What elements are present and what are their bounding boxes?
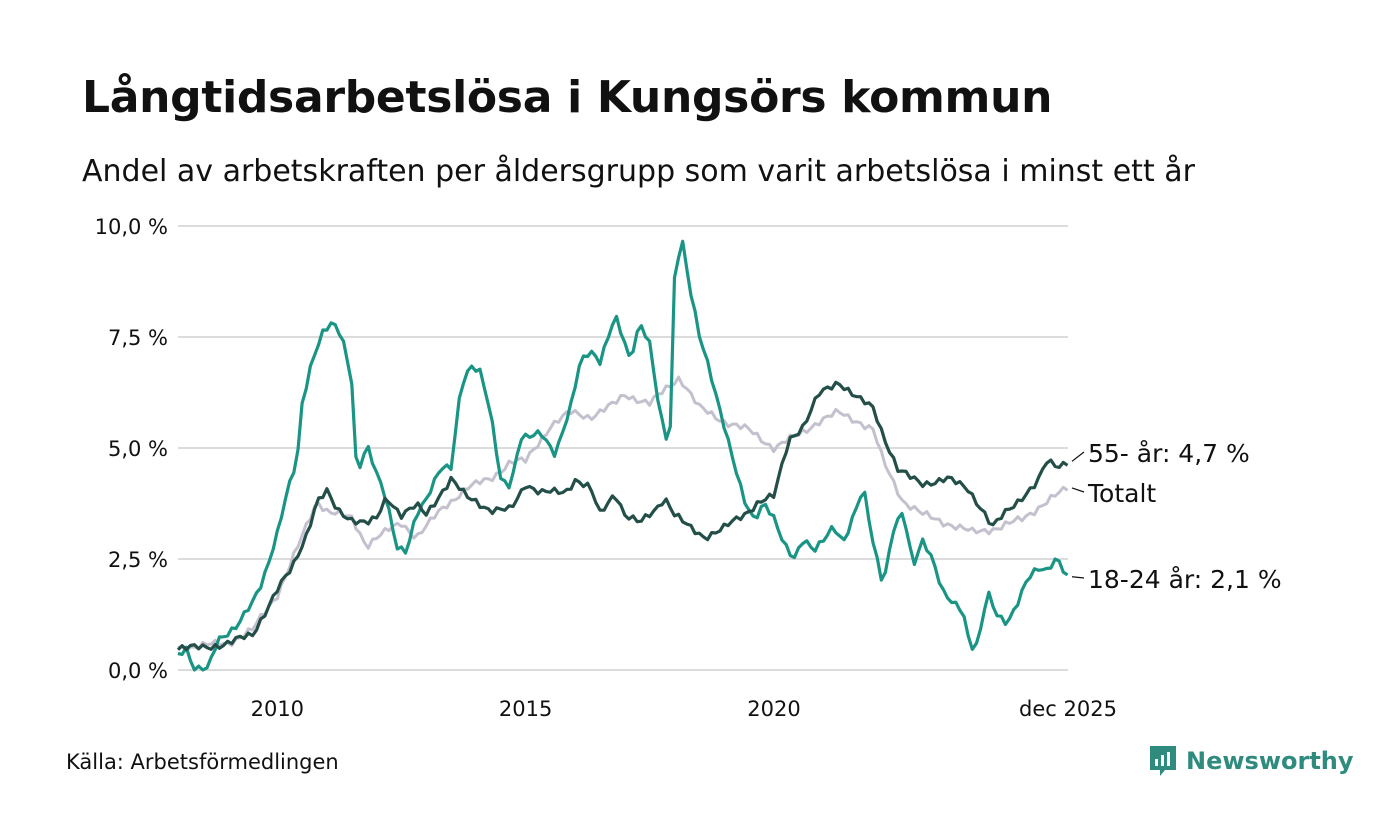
line-chart: 0,0 % 2,5 % 5,0 % 7,5 % 10,0 % 2010 2015 2020 d… <box>95 215 1282 721</box>
x-tick-label: 2020 <box>747 697 800 721</box>
x-tick-label: dec 2025 <box>1019 697 1117 721</box>
series-lines <box>176 239 1069 672</box>
x-tick-label: 2015 <box>499 697 552 721</box>
y-tick-label: 2,5 % <box>108 548 168 572</box>
grid-lines <box>178 225 1068 671</box>
series-end-label: Totalt <box>1087 479 1156 508</box>
chart-title: Långtidsarbetslösa i Kungsörs kommun <box>82 72 1053 123</box>
chart-subtitle: Andel av arbetskraften per åldersgrupp s… <box>82 154 1195 189</box>
label-leader <box>1071 451 1085 462</box>
y-tick-label: 7,5 % <box>108 326 168 350</box>
series-end-label: 55- år: 4,7 % <box>1088 439 1250 468</box>
x-tick-label: 2010 <box>251 697 304 721</box>
series-line-1 <box>177 375 1069 653</box>
y-tick-label: 10,0 % <box>95 215 168 239</box>
series-end-label: 18-24 år: 2,1 % <box>1088 565 1282 594</box>
y-tick-label: 0,0 % <box>108 659 168 683</box>
label-leader <box>1071 487 1085 493</box>
label-leader <box>1071 576 1085 579</box>
newsworthy-logo-icon <box>1150 746 1176 776</box>
brand-name: Newsworthy <box>1186 747 1354 775</box>
series-line-3 <box>176 380 1069 652</box>
series-line-2 <box>177 239 1069 672</box>
brand-logo: Newsworthy <box>1148 744 1354 778</box>
source-note: Källa: Arbetsförmedlingen <box>66 750 339 774</box>
y-axis-ticks: 0,0 % 2,5 % 5,0 % 7,5 % 10,0 % <box>95 215 168 683</box>
series-labels: Totalt 18-24 år: 2,1 % 55- år: 4,7 % <box>1071 439 1282 594</box>
y-tick-label: 5,0 % <box>108 437 168 461</box>
x-axis-ticks: 2010 2015 2020 dec 2025 <box>251 697 1117 721</box>
